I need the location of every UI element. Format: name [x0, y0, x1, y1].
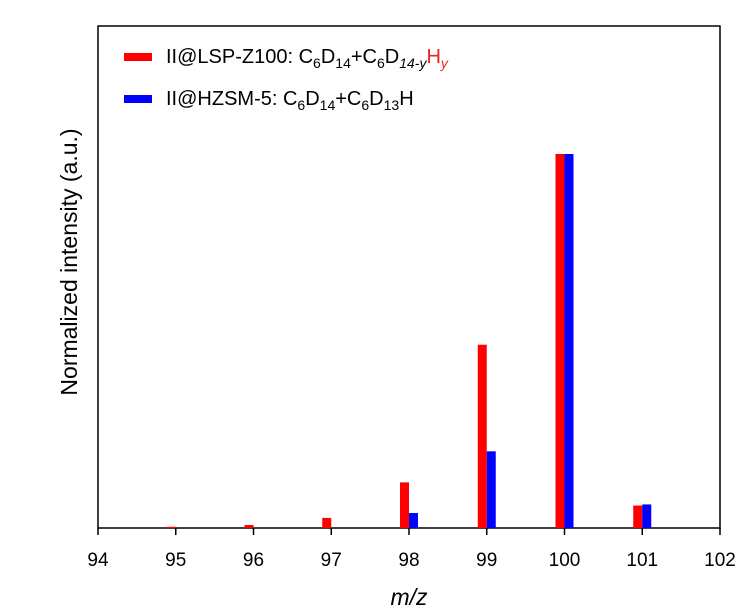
blue-bar-100	[564, 154, 574, 528]
x-tick-label: 94	[87, 550, 109, 571]
blue-bar-99	[486, 451, 496, 528]
legend-label: II@LSP-Z100: C6D14+C6D14-yHy	[166, 46, 449, 71]
x-tick-label: 97	[321, 550, 342, 571]
legend-label: II@HZSM-5: C6D14+C6D13H	[166, 88, 414, 113]
legend-label-part: 14	[320, 97, 336, 113]
red-bar-98	[400, 482, 409, 528]
legend-label-part: 6	[377, 55, 385, 71]
legend-label-part: D	[321, 46, 335, 68]
legend-label-part: D	[369, 88, 383, 110]
x-tick-label: 96	[243, 550, 264, 571]
bar-group	[166, 154, 652, 528]
red-bar-95	[166, 526, 176, 528]
legend-label-part: H	[426, 46, 440, 68]
y-axis-title: Normalized intensity (a.u.)	[56, 128, 82, 395]
legend-label-part: 6	[361, 97, 369, 113]
blue-bar-101	[642, 504, 652, 528]
legend-label-part: H	[399, 88, 413, 110]
x-tick-label: 98	[398, 550, 419, 571]
x-tick-label: 95	[165, 550, 186, 571]
legend-label-part: 14-y	[399, 55, 427, 71]
legend-label-part: 14	[335, 55, 351, 71]
legend-label-part: D	[385, 46, 399, 68]
legend-label-part: y	[440, 55, 449, 71]
red-bar-97	[322, 517, 332, 528]
red-bar-99	[477, 344, 487, 528]
legend-label-part: 6	[313, 55, 321, 71]
legend-label-part: 13	[384, 97, 400, 113]
legend-label-part: +C	[335, 88, 361, 110]
red-bar-101	[633, 505, 643, 528]
x-tick-label: 102	[704, 550, 736, 571]
red-bar-96	[244, 525, 254, 528]
x-axis-ticks: 94 95 96 97 98 99 100 101 102	[87, 528, 736, 571]
blue-bar-98	[409, 513, 418, 528]
legend-label-part: +C	[351, 46, 377, 68]
legend-label-part: II@LSP-Z100: C	[166, 46, 313, 68]
legend-label-part: D	[305, 88, 319, 110]
legend-swatch	[124, 53, 152, 61]
legend-swatch	[124, 95, 152, 103]
legend-label-part: 6	[297, 97, 305, 113]
x-axis-title: m/z	[390, 584, 428, 610]
x-tick-label: 100	[549, 550, 581, 571]
x-tick-label: 101	[626, 550, 658, 571]
x-tick-label: 99	[476, 550, 497, 571]
red-bar-100	[555, 154, 565, 528]
legend-label-part: II@HZSM-5: C	[166, 88, 297, 110]
